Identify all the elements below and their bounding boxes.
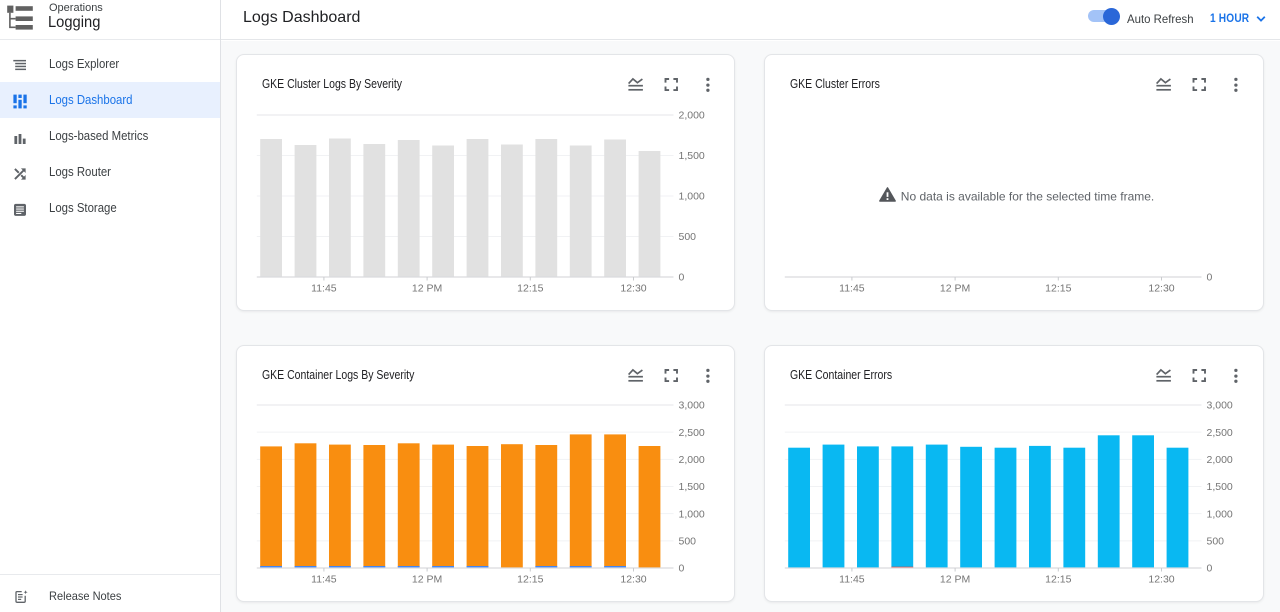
svg-text:0: 0	[1207, 272, 1213, 284]
svg-text:500: 500	[679, 231, 697, 243]
svg-text:2,000: 2,000	[679, 110, 705, 122]
svg-text:12:15: 12:15	[1045, 574, 1071, 586]
svg-text:3,000: 3,000	[1207, 400, 1233, 412]
svg-text:11:45: 11:45	[839, 574, 865, 586]
svg-text:3,000: 3,000	[679, 400, 705, 412]
svg-text:500: 500	[679, 535, 697, 547]
svg-text:2,000: 2,000	[1207, 454, 1233, 466]
svg-text:12:15: 12:15	[1045, 283, 1071, 295]
svg-text:11:45: 11:45	[839, 283, 865, 295]
svg-text:1,500: 1,500	[679, 150, 705, 162]
svg-text:1,000: 1,000	[1207, 508, 1233, 520]
svg-text:No data is available for the s: No data is available for the selected ti…	[901, 189, 1154, 203]
svg-text:12:15: 12:15	[517, 283, 543, 295]
svg-text:12 PM: 12 PM	[940, 574, 970, 586]
svg-text:2,000: 2,000	[679, 454, 705, 466]
svg-text:12:30: 12:30	[1148, 283, 1174, 295]
svg-text:2,500: 2,500	[1207, 427, 1233, 439]
svg-text:12 PM: 12 PM	[412, 574, 442, 586]
svg-text:12 PM: 12 PM	[412, 283, 442, 295]
svg-text:0: 0	[679, 563, 685, 575]
svg-text:12:30: 12:30	[620, 283, 646, 295]
svg-text:1,500: 1,500	[1207, 481, 1233, 493]
svg-text:0: 0	[679, 272, 685, 284]
svg-text:1,000: 1,000	[679, 508, 705, 520]
svg-text:11:45: 11:45	[311, 574, 337, 586]
svg-text:0: 0	[1207, 563, 1213, 575]
svg-text:12:30: 12:30	[620, 574, 646, 586]
svg-text:500: 500	[1207, 535, 1225, 547]
svg-text:12:15: 12:15	[517, 574, 543, 586]
svg-text:1,000: 1,000	[679, 191, 705, 203]
svg-text:12:30: 12:30	[1148, 574, 1174, 586]
svg-text:12 PM: 12 PM	[940, 283, 970, 295]
svg-text:1,500: 1,500	[679, 481, 705, 493]
svg-text:11:45: 11:45	[311, 283, 337, 295]
svg-text:2,500: 2,500	[679, 427, 705, 439]
